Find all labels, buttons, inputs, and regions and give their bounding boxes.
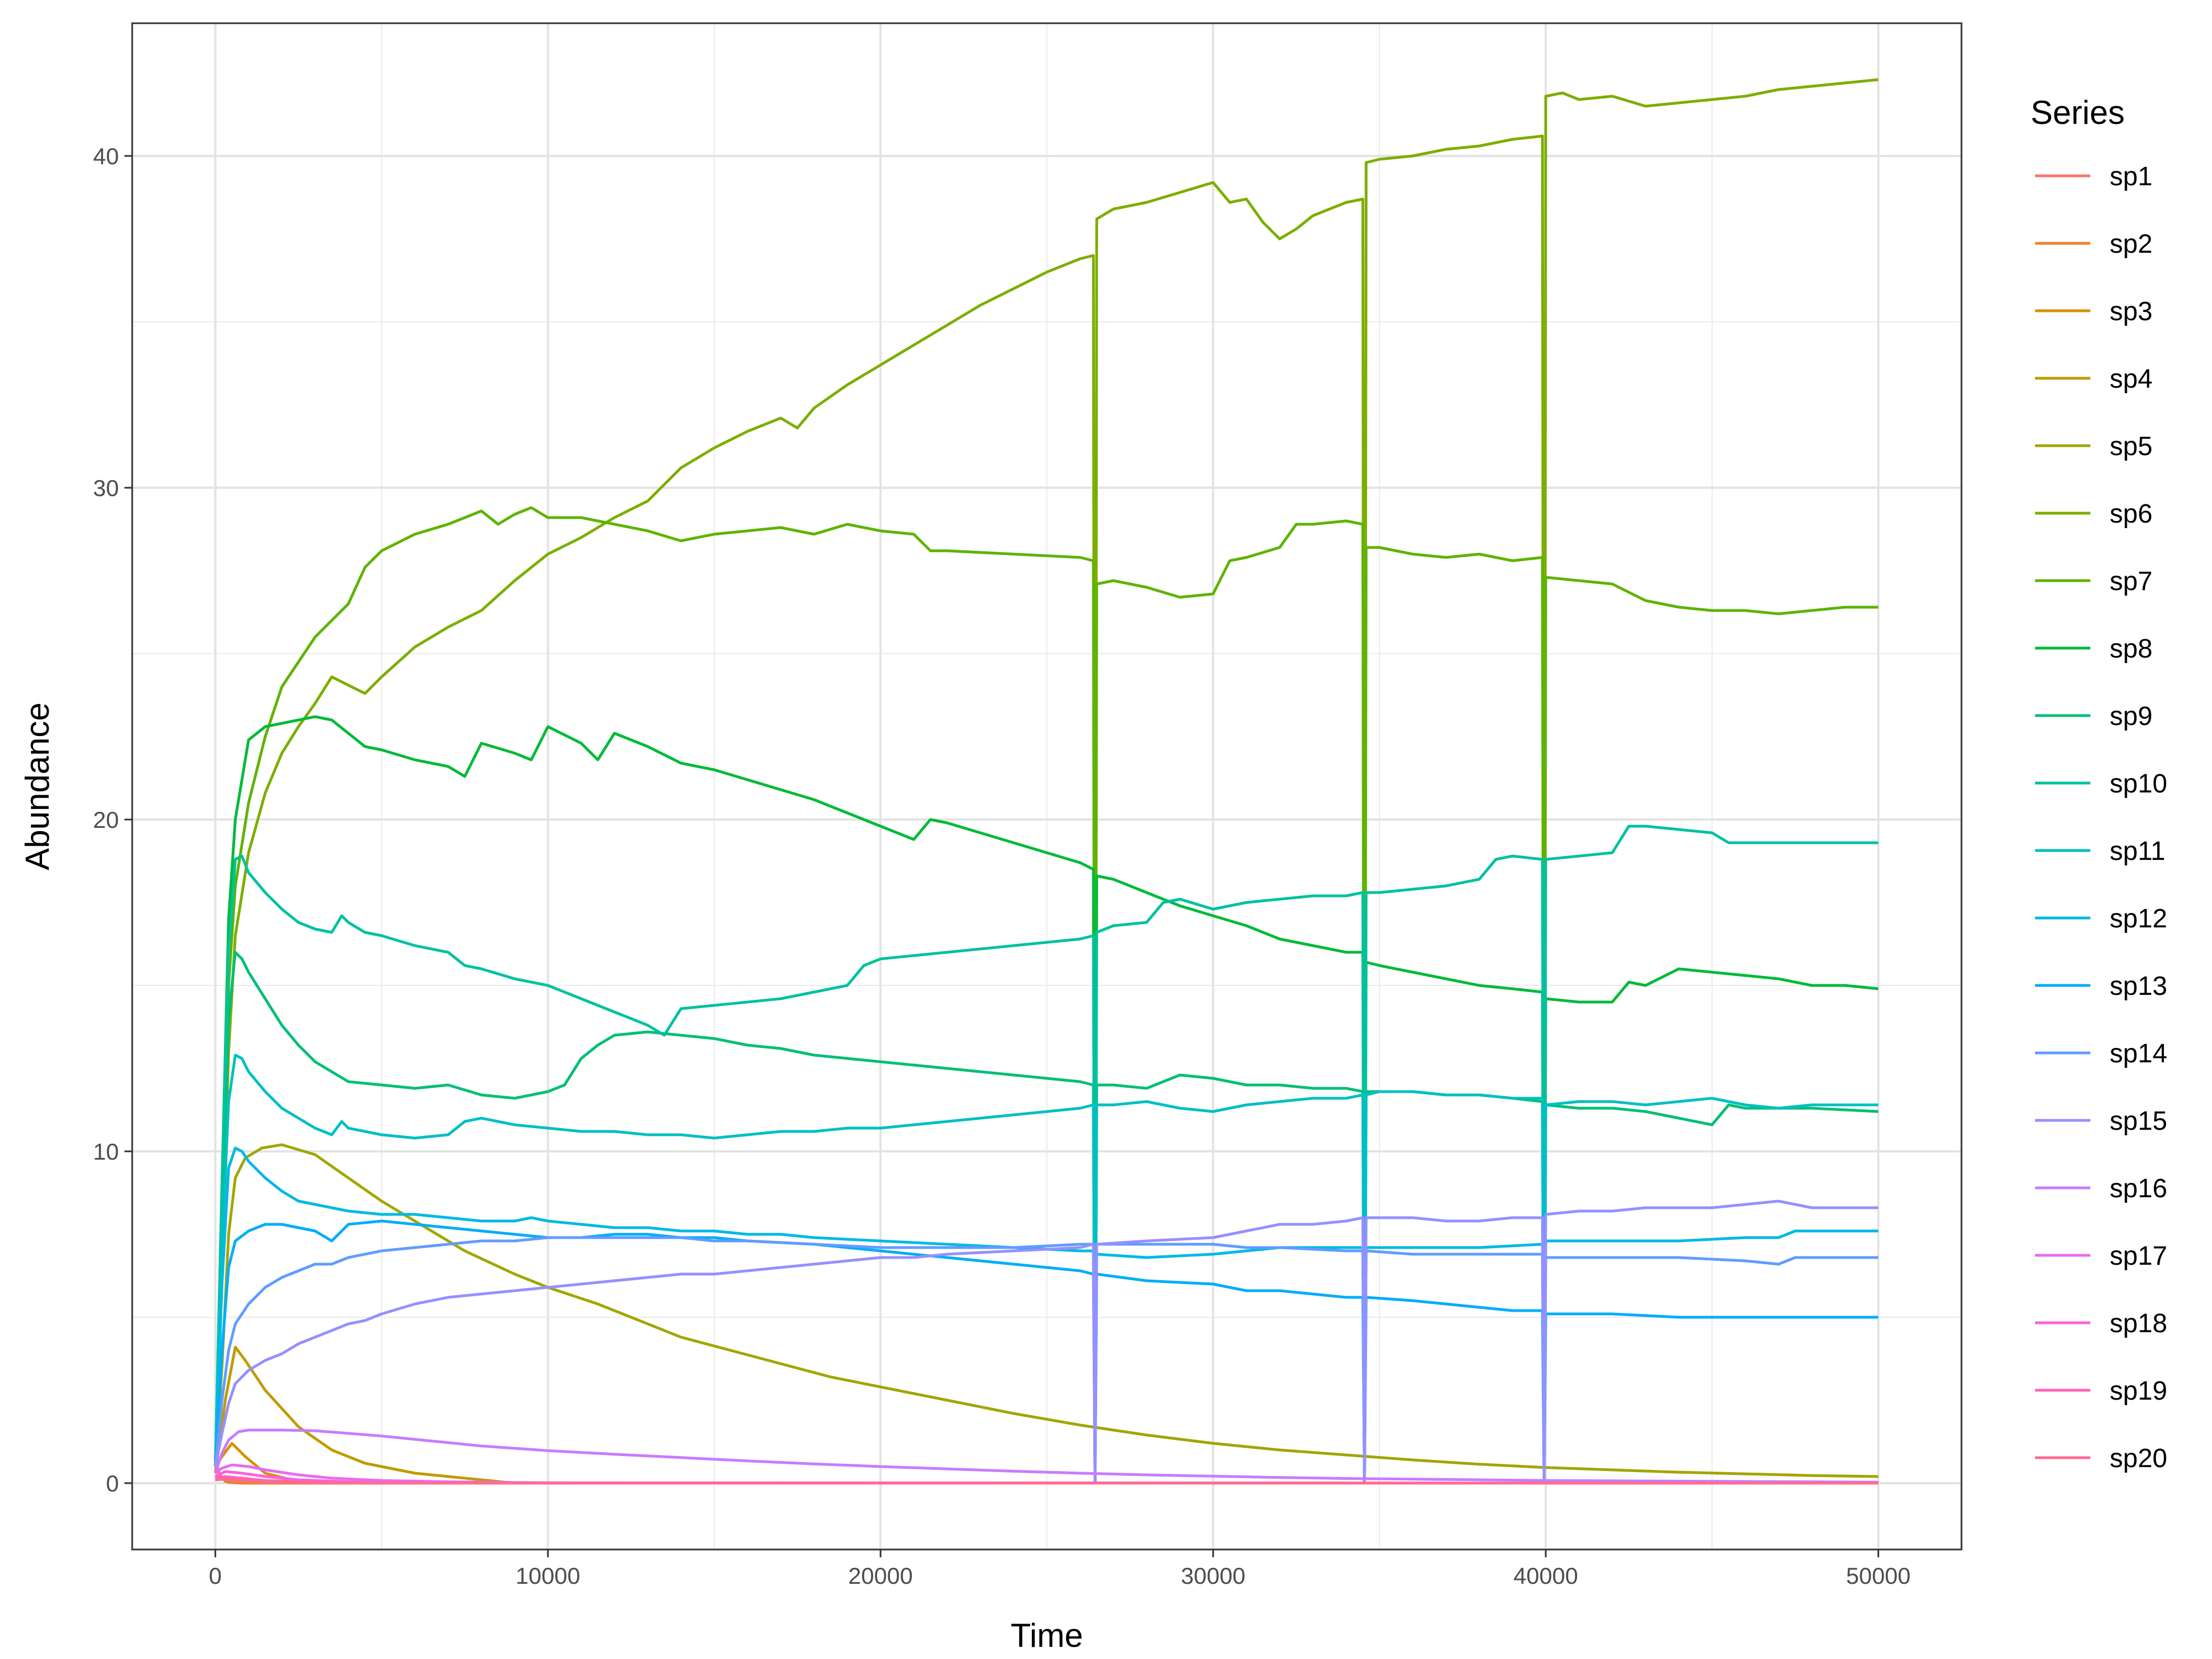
legend-label-sp6: sp6 [2110,499,2152,529]
legend-label-sp1: sp1 [2110,162,2152,191]
legend-label-sp16: sp16 [2110,1174,2167,1203]
y-axis: 0 10 20 30 40 [93,143,132,1496]
x-tick-label: 10000 [515,1563,580,1589]
y-tick-label: 0 [106,1470,119,1496]
x-tick-label: 0 [209,1563,222,1589]
legend-label-sp2: sp2 [2110,229,2152,259]
x-tick-label: 20000 [848,1563,913,1589]
minor-gridlines [132,23,1961,1550]
legend-label-sp14: sp14 [2110,1039,2167,1068]
series-line-sp5 [213,1143,1879,1478]
legend-label-sp19: sp19 [2110,1376,2167,1406]
x-axis-title: Time [1010,1617,1083,1654]
legend-label-sp4: sp4 [2110,364,2152,394]
series-line-sp16 [214,1428,1879,1484]
legend-label-sp11: sp11 [2110,837,2166,866]
plot-panel-border [131,22,1963,1551]
x-tick-label: 50000 [1846,1563,1911,1589]
legend-label-sp18: sp18 [2110,1309,2167,1338]
legend-label-sp3: sp3 [2110,297,2152,326]
legend-label-sp17: sp17 [2110,1241,2167,1271]
legend: Series sp1 sp2 sp3 sp4 sp5 sp6 sp7 sp8 sp9 sp10 sp… [2031,94,2167,1473]
series-line-sp10 [213,825,1879,1485]
y-tick-label: 40 [93,143,119,169]
x-tick-label: 30000 [1181,1563,1245,1589]
series-line-sp13 [213,1219,1879,1485]
legend-label-sp7: sp7 [2110,567,2152,596]
x-axis: 0 10000 20000 30000 40000 50000 [209,1550,1911,1589]
y-axis-title: Abundance [19,702,56,870]
y-tick-label: 20 [93,807,119,833]
legend-label-sp15: sp15 [2110,1107,2167,1136]
legend-label-sp10: sp10 [2110,769,2167,799]
x-tick-label: 40000 [1514,1563,1578,1589]
series-line-sp15 [213,1199,1879,1485]
legend-label-sp13: sp13 [2110,972,2167,1001]
legend-label-sp20: sp20 [2110,1444,2167,1473]
legend-label-sp5: sp5 [2110,432,2152,461]
y-tick-label: 30 [93,475,119,501]
series-lines [213,78,1879,1485]
legend-label-sp9: sp9 [2110,702,2152,731]
legend-title: Series [2031,94,2125,131]
legend-label-sp12: sp12 [2110,904,2167,933]
series-line-sp20 [215,1478,1879,1485]
y-tick-label: 10 [93,1139,119,1165]
legend-label-sp8: sp8 [2110,634,2152,664]
